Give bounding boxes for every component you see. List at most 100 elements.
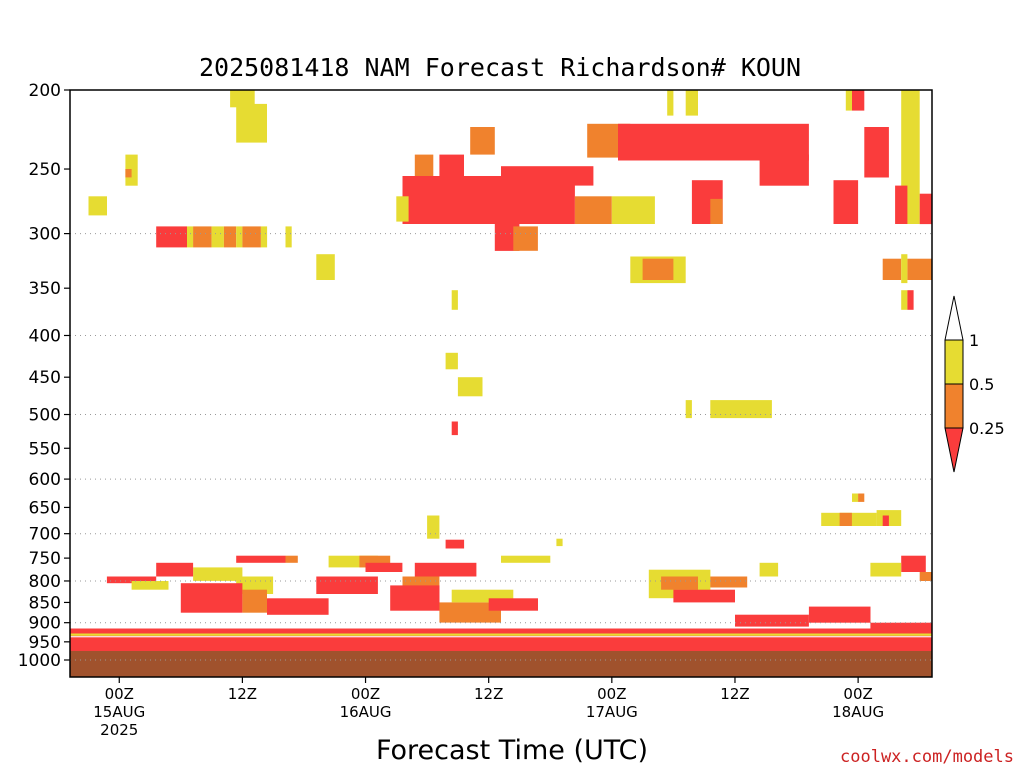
heatmap-cell — [230, 90, 255, 108]
heatmap-cell — [618, 123, 809, 161]
y-tick-label: 500 — [29, 406, 61, 426]
x-tick-label: 00Z — [597, 685, 626, 703]
x-tick-label: 15AUG — [93, 703, 145, 721]
heatmap-cell — [882, 258, 902, 280]
heatmap-cell — [390, 585, 440, 611]
heatmap-cell — [359, 555, 391, 568]
heatmap-cell — [88, 196, 107, 216]
heatmap-cell — [439, 602, 501, 623]
x-tick-label: 12Z — [720, 685, 749, 703]
heatmap-cell — [445, 539, 465, 549]
heatmap-cell — [919, 193, 932, 225]
heatmap-cell — [396, 196, 409, 222]
heatmap-cell — [427, 515, 440, 539]
heatmap-cell — [193, 226, 212, 248]
heatmap-cell — [839, 512, 852, 526]
legend-swatch — [944, 427, 964, 473]
x-tick-label: 00Z — [351, 685, 380, 703]
heatmap-cell — [106, 576, 157, 584]
heatmap-cell — [901, 555, 926, 572]
heatmap-cell — [556, 538, 563, 547]
heatmap-cell — [445, 352, 458, 370]
heatmap-cell — [710, 576, 748, 588]
ground-fill — [70, 651, 932, 677]
heatmap-cell — [661, 576, 698, 590]
y-tick-label: 250 — [29, 160, 61, 180]
heatmap-cell — [858, 493, 865, 502]
heatmap-cell — [895, 185, 908, 224]
heatmap-cell — [501, 166, 594, 186]
heatmap-cell — [642, 258, 674, 280]
heatmap-cell — [211, 226, 224, 248]
heatmap-cells — [70, 90, 932, 651]
heatmap-cell — [735, 614, 809, 627]
heatmap-cell — [852, 90, 865, 111]
heatmap-cell — [870, 562, 902, 577]
x-tick-label: 12Z — [228, 685, 257, 703]
heatmap-cell — [156, 562, 194, 577]
heatmap-cell — [260, 226, 268, 248]
heatmap-cell — [667, 90, 674, 116]
y-axis-ticks: 200 250 300 350 400 450 500 550 600 650 700 750 8008… — [18, 81, 70, 671]
y-tick-label: 650 — [29, 498, 61, 518]
y-tick-label: 700 — [29, 525, 61, 545]
heatmap-cell — [223, 226, 237, 248]
heatmap-cell — [611, 196, 655, 224]
x-tick-label: 18AUG — [832, 703, 884, 721]
heatmap-cell — [882, 515, 889, 526]
x-tick-label: 17AUG — [586, 703, 638, 721]
y-tick-label: 450 — [29, 368, 61, 388]
y-tick-label: 800 — [29, 572, 61, 592]
heatmap-cell — [439, 154, 464, 178]
heatmap-cell — [845, 90, 852, 111]
heatmap-cell — [907, 290, 914, 310]
heatmap-cell — [328, 555, 378, 568]
heatmap-cell — [488, 598, 538, 611]
y-tick-label: 750 — [29, 549, 61, 569]
heatmap-cell — [470, 127, 495, 155]
legend-label: 0.25 — [969, 419, 1005, 438]
heatmap-cell — [673, 589, 735, 603]
heatmap-cell — [710, 400, 772, 419]
heatmap-cell — [70, 633, 932, 636]
legend-swatch — [944, 339, 964, 385]
heatmap-cell — [365, 562, 403, 572]
heatmap-cell — [685, 90, 698, 116]
y-tick-label: 200 — [29, 81, 61, 101]
y-tick-label: 1000 — [18, 651, 61, 671]
heatmap-cell — [285, 226, 292, 248]
heatmap-cell — [852, 493, 859, 502]
heatmap-cell — [316, 576, 378, 594]
heatmap-cell — [501, 555, 551, 563]
heatmap-cell — [833, 180, 859, 224]
legend-swatch — [944, 295, 964, 341]
legend-label: 1 — [969, 331, 979, 350]
heatmap-cell — [513, 226, 538, 251]
chart-title: 2025081418 NAM Forecast Richardson# KOUN — [199, 53, 801, 82]
heatmap-cell — [285, 555, 298, 563]
heatmap-cell — [451, 290, 458, 310]
x-tick-label: 12Z — [474, 685, 503, 703]
heatmap-cell — [236, 103, 267, 143]
heatmap-cell — [242, 226, 261, 248]
legend-swatch — [944, 383, 964, 429]
y-tick-label: 950 — [29, 633, 61, 653]
heatmap-cell — [70, 637, 932, 651]
heatmap-cell — [685, 400, 692, 419]
heatmap-cell — [451, 421, 458, 436]
x-tick-label: 2025 — [100, 721, 138, 739]
heatmap-cell — [131, 581, 169, 590]
heatmap-cell — [180, 583, 243, 613]
heatmap-cell — [187, 226, 194, 248]
heatmap-cell — [193, 567, 243, 581]
y-tick-label: 900 — [29, 614, 61, 634]
heatmap-cell — [710, 198, 723, 224]
color-legend: 1 0.5 0.25 — [944, 295, 1005, 473]
heatmap-cell — [242, 589, 267, 613]
heatmap-cell — [907, 258, 932, 280]
heatmap-cell — [316, 254, 335, 280]
ground-layer — [70, 651, 932, 677]
heatmap-cell — [759, 562, 779, 577]
heatmap-cell — [70, 628, 932, 637]
